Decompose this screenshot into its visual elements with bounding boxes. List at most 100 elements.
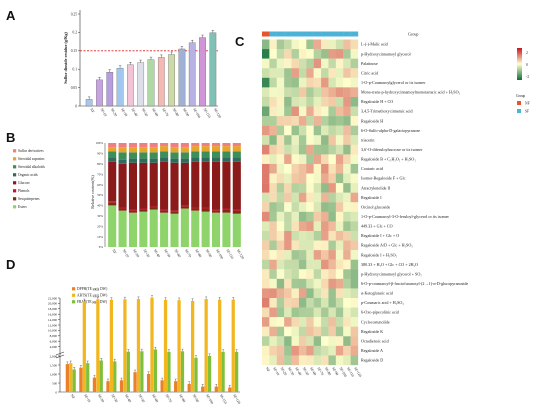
chart-d-bar [79,367,83,392]
chart-a-ytick-label: 0 [75,104,77,108]
heatmap-cell [276,173,285,184]
heatmap-cell [328,106,336,117]
chart-b-ytick-label: 100% [96,141,104,145]
heatmap-cell [335,250,344,260]
chart-d-bar [65,364,69,392]
chart-b-bar-segment [232,209,241,211]
heatmap-cell [328,317,336,327]
heatmap-cell [350,345,359,356]
heatmap-cell [328,144,336,155]
heatmap-cell [269,278,277,289]
heatmap-cell [262,345,270,356]
heatmap-cell [328,202,336,212]
panel-letter-d: D [6,257,15,272]
chart-d-bar [123,299,127,392]
chart-b-bar-segment [118,147,127,153]
chart-b-bar-segment [139,158,148,163]
heatmap-cell [291,144,300,155]
heatmap-cell [284,202,292,212]
chart-a-bar [127,64,134,107]
heatmap-group-cell [306,31,314,37]
heatmap-cell [298,250,307,260]
heatmap-cell [306,288,314,299]
heatmap-cell [284,230,292,241]
chart-a-ylabel: Sulfur dioxide residue (g/Kg) [63,31,68,83]
chart-b-legend-swatch [13,189,17,193]
heatmap-cell [306,144,314,155]
chart-b: Sulfur derivatives Steroidal saponins Ster… [13,141,245,260]
heatmap-cell [262,106,270,117]
heatmap-cell [298,58,307,69]
heatmap-cell [291,87,300,98]
chart-b-xtick-label: SF-50 [163,249,171,259]
chart-b-xtick-label: SF-110 [226,249,235,260]
heatmap-cell [335,355,344,366]
heatmap-cell [306,355,314,366]
heatmap-cell [291,192,300,203]
heatmap-cell [313,269,322,279]
chart-d-ytick-label: 1,500 [50,363,58,368]
heatmap-row-label: 6-O-Sulfo-alpha-D-galactopyranose [361,128,420,133]
chart-a-bar [96,79,103,107]
heatmap-row-label: Regaloside I + Glc + O [361,233,399,238]
heatmap-cell [284,297,292,308]
heatmap-cell [343,39,351,50]
heatmap-cell [291,269,300,279]
heatmap-cell [269,288,277,299]
heatmap-cell [262,336,270,347]
heatmap-cell [269,87,277,98]
heatmap-col-label: SF-60 [309,367,317,377]
heatmap-row-label: p-Coumaric acid + H₂SO₃ [361,300,404,305]
chart-b-bar-segment [201,151,210,158]
heatmap-cell [262,221,270,232]
heatmap-cell [262,87,270,98]
heatmap-cell [343,77,351,88]
heatmap-cell [269,96,277,107]
heatmap-cell [343,355,351,366]
heatmap-cell [321,211,329,222]
heatmap-cell [343,58,351,69]
chart-b-xtick-label: SF-30 [142,249,150,259]
heatmap-cell [335,39,344,50]
heatmap-cell [269,345,277,356]
chart-a-ytick-label: 0.1 [73,68,78,72]
chart-d-ytick-label: 8,000 [50,334,58,339]
heatmap-cell [298,96,307,107]
chart-d-bar [221,351,225,392]
chart-b-bar-segment [201,143,210,147]
heatmap-row-label: 1-O-p-Coumaroyl-3-O-feruloyl-glycerol or… [361,214,450,219]
heatmap-cell [313,307,322,318]
heatmap-col-label: SF-90 [331,367,339,377]
heatmap-cell [350,230,359,241]
heatmap-cell [298,259,307,270]
heatmap-cell [306,192,314,203]
heatmap-cell [335,135,344,145]
heatmap-cell [291,317,300,327]
heatmap-cell [262,163,270,174]
heatmap-cell [284,250,292,260]
chart-b-legend-label: Steroidal alkaloids [18,165,45,169]
chart-b-bar-segment [139,162,148,209]
chart-b-ytick-label: 80% [97,162,103,166]
heatmap-row-label: Octadienoic acid [361,338,389,343]
heatmap-cell [284,288,292,299]
heatmap-group-cell [269,31,277,37]
heatmap-cell [298,202,307,212]
heatmap-cell [262,135,270,145]
heatmap-cell [291,116,300,126]
heatmap-group-cell [262,31,270,37]
heatmap-cell [328,336,336,347]
heatmap-row-label: 3,6'-O-diferuloylsucrose or its isomer [361,147,423,153]
heatmap-col-label: SF-10 [272,367,280,377]
heatmap-cell [262,259,270,270]
heatmap-cell [276,336,285,347]
heatmap-cell [262,39,270,50]
chart-d-xtick-label: SF-30 [111,394,119,404]
heatmap-cell [321,326,329,337]
heatmap-cell [343,259,351,270]
heatmap-cell [291,240,300,251]
chart-a-bar [168,54,175,107]
heatmap-cell [291,183,300,193]
chart-b-bar-segment [191,151,200,158]
